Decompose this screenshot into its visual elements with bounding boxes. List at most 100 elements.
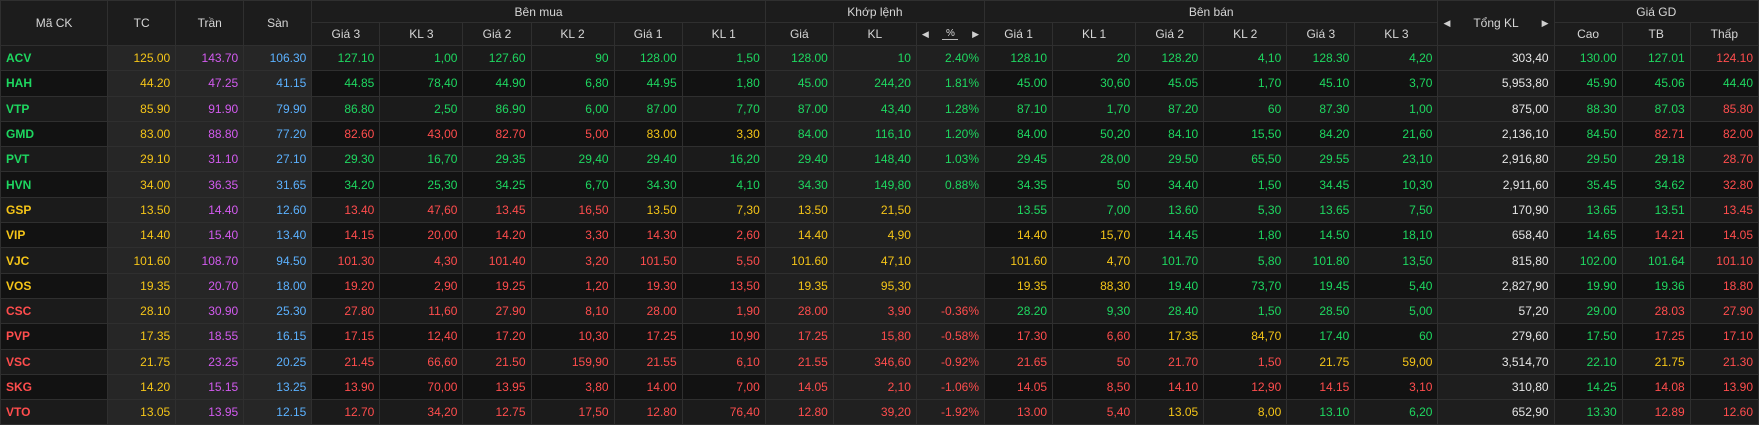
- bid-cell[interactable]: 127.60: [462, 44, 532, 72]
- bid-cell[interactable]: 5,00: [530, 120, 615, 148]
- ask-cell[interactable]: 28.40: [1135, 297, 1205, 325]
- bid-cell[interactable]: 7,70: [681, 95, 766, 122]
- table-row[interactable]: GSP 13.50 14.40 12.60 13.40 47,60 13.45 16,50 13…: [0, 196, 1759, 224]
- bid-cell[interactable]: 16,50: [530, 196, 615, 224]
- symbol-cell[interactable]: GMD: [0, 120, 109, 148]
- ask-cell[interactable]: 65,50: [1203, 146, 1288, 173]
- col-ceiling[interactable]: Trần: [175, 0, 245, 46]
- bid-cell[interactable]: 44.95: [613, 70, 683, 97]
- bid-cell[interactable]: 12.75: [462, 399, 532, 425]
- col-floor[interactable]: Sàn: [243, 0, 313, 46]
- bid-cell[interactable]: 13,50: [681, 272, 766, 299]
- bid-cell[interactable]: 29.40: [613, 146, 683, 173]
- col-ask-6[interactable]: KL 3: [1354, 22, 1439, 46]
- symbol-cell[interactable]: CSC: [0, 297, 109, 325]
- ask-cell[interactable]: 6,60: [1052, 323, 1137, 350]
- caret-right-icon[interactable]: ▶: [972, 28, 979, 39]
- bid-cell[interactable]: 101.50: [613, 247, 683, 274]
- bid-cell[interactable]: 16,70: [379, 146, 464, 173]
- bid-cell[interactable]: 25,30: [379, 171, 464, 198]
- col-bid-3[interactable]: Giá 2: [462, 22, 532, 46]
- ask-cell[interactable]: 45.10: [1286, 70, 1356, 97]
- bid-cell[interactable]: 13.50: [613, 196, 683, 224]
- table-row[interactable]: VOS 19.35 20.70 18.00 19.20 2,90 19.25 1,20 19.3…: [0, 272, 1759, 299]
- ask-cell[interactable]: 50,20: [1052, 120, 1137, 148]
- bid-cell[interactable]: 19.30: [613, 272, 683, 299]
- ask-cell[interactable]: 12,90: [1203, 373, 1288, 401]
- bid-cell[interactable]: 17.20: [462, 323, 532, 350]
- table-row[interactable]: SKG 14.20 15.15 13.25 13.90 70,00 13.95 3,80 14.…: [0, 373, 1759, 401]
- ask-cell[interactable]: 28,00: [1052, 146, 1137, 173]
- bid-cell[interactable]: 12,40: [379, 323, 464, 350]
- bid-cell[interactable]: 8,10: [530, 297, 615, 325]
- col-ref[interactable]: TC: [107, 0, 177, 46]
- bid-cell[interactable]: 19.20: [311, 272, 381, 299]
- bid-cell[interactable]: 13.90: [311, 373, 381, 401]
- ask-cell[interactable]: 59,00: [1354, 348, 1439, 375]
- ask-cell[interactable]: 1,50: [1203, 171, 1288, 198]
- symbol-cell[interactable]: SKG: [0, 373, 109, 401]
- bid-cell[interactable]: 13.45: [462, 196, 532, 224]
- ask-cell[interactable]: 50: [1052, 171, 1137, 198]
- bid-cell[interactable]: 2,60: [681, 222, 766, 249]
- table-row[interactable]: GMD 83.00 88.80 77.20 82.60 43,00 82.70 5,00 83.…: [0, 120, 1759, 148]
- ask-cell[interactable]: 19.40: [1135, 272, 1205, 299]
- bid-cell[interactable]: 34.25: [462, 171, 532, 198]
- ask-cell[interactable]: 84.00: [983, 120, 1054, 148]
- ask-cell[interactable]: 3,10: [1354, 373, 1439, 401]
- bid-cell[interactable]: 29.30: [311, 146, 381, 173]
- bid-cell[interactable]: 7,00: [681, 373, 766, 401]
- ask-cell[interactable]: 1,70: [1203, 70, 1288, 97]
- table-row[interactable]: ACV 125.00 143.70 106.30 127.10 1,00 127.60 90 1…: [0, 44, 1759, 72]
- symbol-cell[interactable]: HAH: [0, 70, 109, 97]
- ask-cell[interactable]: 18,10: [1354, 222, 1439, 249]
- ask-cell[interactable]: 21.75: [1286, 348, 1356, 375]
- bid-cell[interactable]: 3,30: [530, 222, 615, 249]
- bid-cell[interactable]: 34.30: [613, 171, 683, 198]
- symbol-cell[interactable]: VSC: [0, 348, 109, 375]
- bid-cell[interactable]: 4,30: [379, 247, 464, 274]
- bid-cell[interactable]: 12.80: [613, 399, 683, 425]
- bid-cell[interactable]: 21.50: [462, 348, 532, 375]
- ask-cell[interactable]: 128.10: [983, 44, 1054, 72]
- ask-cell[interactable]: 45.05: [1135, 70, 1205, 97]
- ask-cell[interactable]: 88,30: [1052, 272, 1137, 299]
- bid-cell[interactable]: 10,90: [681, 323, 766, 350]
- bid-cell[interactable]: 34,20: [379, 399, 464, 425]
- ask-cell[interactable]: 19.45: [1286, 272, 1356, 299]
- ask-cell[interactable]: 1,00: [1354, 95, 1439, 122]
- ask-cell[interactable]: 34.40: [1135, 171, 1205, 198]
- bid-cell[interactable]: 43,00: [379, 120, 464, 148]
- ask-cell[interactable]: 29.55: [1286, 146, 1356, 173]
- bid-cell[interactable]: 13.40: [311, 196, 381, 224]
- ask-cell[interactable]: 1,80: [1203, 222, 1288, 249]
- bid-cell[interactable]: 70,00: [379, 373, 464, 401]
- ask-cell[interactable]: 60: [1203, 95, 1288, 122]
- ask-cell[interactable]: 9,30: [1052, 297, 1137, 325]
- bid-cell[interactable]: 7,30: [681, 196, 766, 224]
- bid-cell[interactable]: 128.00: [613, 44, 683, 72]
- ask-cell[interactable]: 13.55: [983, 196, 1054, 224]
- bid-cell[interactable]: 1,90: [681, 297, 766, 325]
- bid-cell[interactable]: 17.15: [311, 323, 381, 350]
- ask-cell[interactable]: 4,10: [1203, 44, 1288, 72]
- bid-cell[interactable]: 28.00: [613, 297, 683, 325]
- bid-cell[interactable]: 1,50: [681, 44, 766, 72]
- bid-cell[interactable]: 2,90: [379, 272, 464, 299]
- bid-cell[interactable]: 78,40: [379, 70, 464, 97]
- ask-cell[interactable]: 8,50: [1052, 373, 1137, 401]
- bid-cell[interactable]: 1,80: [681, 70, 766, 97]
- ask-cell[interactable]: 101.60: [983, 247, 1054, 274]
- bid-cell[interactable]: 27.90: [462, 297, 532, 325]
- ask-cell[interactable]: 19.35: [983, 272, 1054, 299]
- ask-cell[interactable]: 5,00: [1354, 297, 1439, 325]
- bid-cell[interactable]: 66,60: [379, 348, 464, 375]
- ask-cell[interactable]: 17.40: [1286, 323, 1356, 350]
- col-bid-2[interactable]: KL 3: [379, 22, 464, 46]
- bid-cell[interactable]: 1,00: [379, 44, 464, 72]
- bid-cell[interactable]: 27.80: [311, 297, 381, 325]
- col-match-price[interactable]: Giá: [764, 22, 834, 46]
- symbol-cell[interactable]: VTO: [0, 399, 109, 425]
- ask-cell[interactable]: 17.30: [983, 323, 1054, 350]
- bid-cell[interactable]: 90: [530, 44, 615, 72]
